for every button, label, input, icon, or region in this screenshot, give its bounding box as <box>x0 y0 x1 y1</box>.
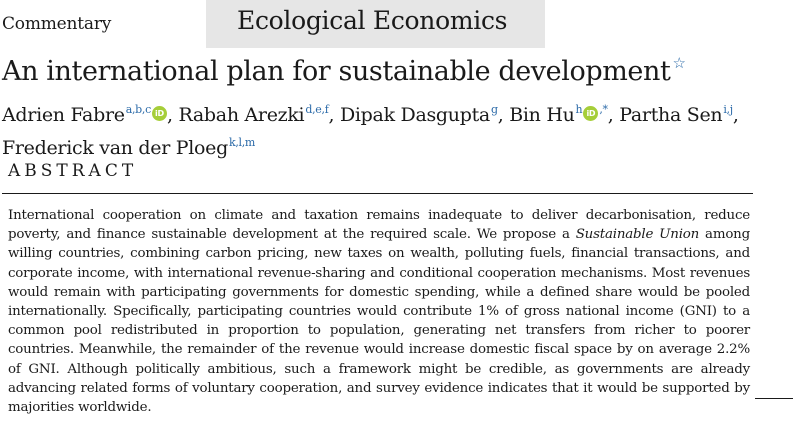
journal-name[interactable]: Ecological Economics <box>237 6 508 35</box>
abstract-text-italic: Sustainable Union <box>575 227 700 243</box>
abstract-divider <box>2 193 753 194</box>
author-affiliation-marks[interactable]: i,j <box>723 103 733 116</box>
author-name[interactable]: Dipak Dasgupta <box>339 104 490 126</box>
author: Adrien Fabrea,b,c iD <box>2 103 167 126</box>
article-title: An international plan for sustainable de… <box>2 54 686 87</box>
author-separator: , <box>328 104 335 126</box>
author-separator: , <box>732 104 739 126</box>
author-affiliation-marks[interactable]: a,b,c <box>125 103 152 116</box>
author: Rabah Arezkid,e,f <box>178 103 329 126</box>
author-affiliation-marks[interactable]: k,l,m <box>228 136 256 149</box>
article-title-text: An international plan for sustainable de… <box>2 56 671 87</box>
abstract-text-part-2: among willing countries, combining carbo… <box>8 227 750 416</box>
corresponding-author-mark[interactable]: ,* <box>599 103 608 116</box>
article-type-label: Commentary <box>2 14 112 34</box>
author-affiliation-marks[interactable]: d,e,f <box>305 103 329 116</box>
author-name[interactable]: Bin Hu <box>509 104 575 126</box>
author-list: Adrien Fabrea,b,c iD, Rabah Arezkid,e,f, … <box>2 96 792 162</box>
author-affiliation-marks[interactable]: g <box>490 103 498 116</box>
author-affiliation-marks[interactable]: h <box>575 103 583 116</box>
orcid-icon[interactable]: iD <box>583 106 599 121</box>
author-separator: , <box>497 104 504 126</box>
author: Frederick van der Ploegk,l,m <box>2 136 256 159</box>
title-footnote-star-icon[interactable]: ☆ <box>672 54 686 72</box>
author-name[interactable]: Frederick van der Ploeg <box>2 137 228 159</box>
abstract-text: International cooperation on climate and… <box>8 206 750 417</box>
abstract-heading: ABSTRACT <box>8 161 138 181</box>
abstract-text-part-1: International cooperation on climate and… <box>8 208 750 243</box>
side-divider <box>755 398 793 399</box>
author-separator: , <box>607 104 614 126</box>
author: Bin Huh iD ,* <box>509 103 608 126</box>
author-name[interactable]: Rabah Arezki <box>178 104 305 126</box>
author: Dipak Dasguptag <box>339 103 498 126</box>
author-name[interactable]: Partha Sen <box>619 104 723 126</box>
author-separator: , <box>166 104 173 126</box>
author: Partha Seni,j <box>619 103 733 126</box>
orcid-icon[interactable]: iD <box>151 106 167 121</box>
author-name[interactable]: Adrien Fabre <box>2 104 125 126</box>
journal-banner: Ecological Economics <box>206 0 545 48</box>
